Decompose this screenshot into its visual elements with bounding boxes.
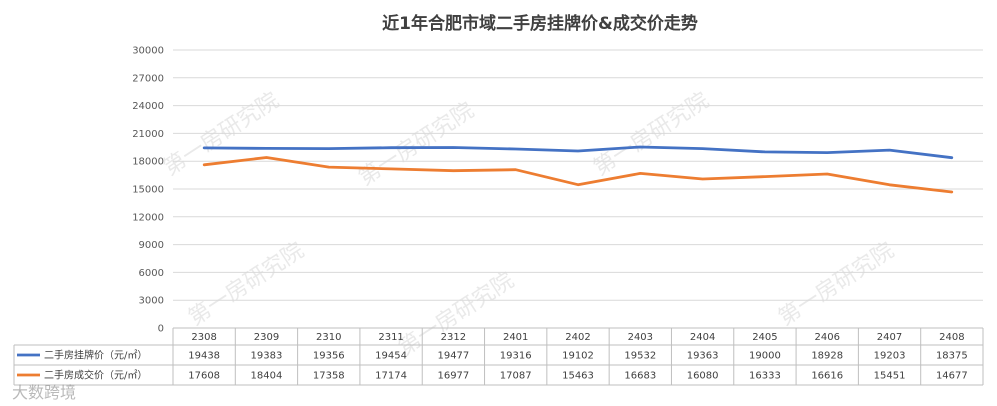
- data-label-1-8: 16080: [687, 371, 719, 382]
- x-tick-label-9: 2405: [752, 332, 777, 343]
- watermark-text-1: 第一房研究院: [354, 98, 478, 191]
- data-label-1-10: 16616: [811, 371, 843, 382]
- data-label-0-5: 19316: [500, 351, 532, 362]
- data-label-1-6: 15463: [562, 371, 594, 382]
- data-label-1-4: 16977: [437, 371, 469, 382]
- x-tick-label-11: 2407: [877, 332, 902, 343]
- source-watermark: 大数跨境: [12, 383, 76, 402]
- watermark-text-2: 第一房研究院: [589, 88, 713, 181]
- legend-label-1: 二手房成交价（元/㎡）: [44, 369, 147, 382]
- y-tick-label-4: 12000: [132, 212, 164, 223]
- data-label-0-8: 19363: [687, 351, 719, 362]
- data-label-1-0: 17608: [188, 371, 220, 382]
- legend-label-0: 二手房挂牌价（元/㎡）: [44, 349, 147, 362]
- x-tick-label-2: 2310: [316, 332, 341, 343]
- series-lines: [202, 145, 954, 194]
- y-tick-label-5: 15000: [132, 185, 164, 196]
- data-label-1-5: 17087: [500, 371, 532, 382]
- x-tick-label-4: 2312: [441, 332, 466, 343]
- data-label-0-12: 18375: [936, 351, 968, 362]
- watermark-text-0: 第一房研究院: [159, 88, 283, 181]
- data-label-1-1: 18404: [251, 371, 283, 382]
- data-label-1-7: 16683: [624, 371, 656, 382]
- chart-title: 近1年合肥市域二手房挂牌价&成交价走势: [382, 13, 698, 34]
- y-tick-label-2: 6000: [139, 268, 164, 279]
- gridlines: [173, 49, 983, 329]
- series-line-0: [202, 145, 954, 160]
- data-label-0-1: 19383: [251, 351, 283, 362]
- data-label-0-9: 19000: [749, 351, 781, 362]
- x-tick-label-7: 2403: [628, 332, 653, 343]
- series-line-1: [202, 156, 954, 194]
- x-tick-label-6: 2402: [565, 332, 590, 343]
- y-tick-label-6: 18000: [132, 157, 164, 168]
- y-tick-label-1: 3000: [139, 296, 164, 307]
- watermark-text-5: 第一房研究院: [774, 238, 898, 331]
- x-tick-label-10: 2406: [815, 332, 840, 343]
- y-tick-label-9: 27000: [132, 73, 164, 84]
- data-label-1-11: 15451: [874, 371, 906, 382]
- x-tick-label-3: 2311: [378, 332, 403, 343]
- y-axis: 0 3000 6000 9000 12000 15000 18000 21000 24000 27…: [132, 46, 164, 335]
- data-label-1-2: 17358: [313, 371, 345, 382]
- data-label-0-10: 18928: [811, 351, 843, 362]
- x-tick-label-8: 2404: [690, 332, 715, 343]
- y-tick-label-10: 30000: [132, 46, 164, 57]
- data-label-0-6: 19102: [562, 351, 594, 362]
- x-tick-label-5: 2401: [503, 332, 528, 343]
- data-label-0-2: 19356: [313, 351, 345, 362]
- data-label-1-3: 17174: [375, 371, 407, 382]
- data-label-0-3: 19454: [375, 351, 407, 362]
- watermark-text-3: 第一房研究院: [184, 238, 308, 331]
- data-table: 2308 2309 2310 2311 2312 2401 2402 2403 2404 2405…: [13, 327, 984, 386]
- data-label-0-0: 19438: [188, 351, 220, 362]
- y-tick-label-8: 24000: [132, 101, 164, 112]
- x-tick-label-1: 2309: [254, 332, 279, 343]
- watermark-text-4: 第一房研究院: [394, 268, 518, 361]
- y-tick-label-7: 21000: [132, 129, 164, 140]
- data-label-0-11: 19203: [874, 351, 906, 362]
- data-label-0-4: 19477: [437, 351, 469, 362]
- x-tick-label-0: 2308: [191, 332, 216, 343]
- x-tick-label-12: 2408: [939, 332, 964, 343]
- data-label-1-12: 14677: [936, 371, 968, 382]
- data-label-1-9: 16333: [749, 371, 781, 382]
- y-tick-label-0: 0: [158, 324, 164, 335]
- data-label-0-7: 19532: [624, 351, 656, 362]
- y-tick-label-3: 9000: [139, 240, 164, 251]
